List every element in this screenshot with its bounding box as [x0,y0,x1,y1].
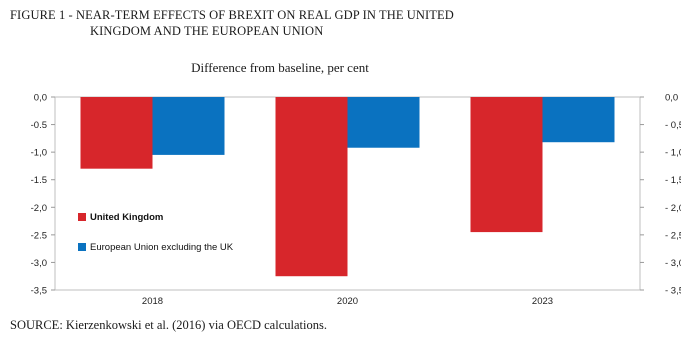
source-note: SOURCE: Kierzenkowski et al. (2016) via … [10,318,327,332]
y-tick-label-right: - 3,0 [665,258,681,269]
bar-uk-2023 [470,97,543,233]
y-tick-label-left: 0,0 [34,93,47,104]
legend-label: European Union excluding the UK [90,242,234,253]
bar-eu-2023 [542,97,615,143]
y-tick-label-left: -2,0 [31,203,47,214]
figure-title-line1: FIGURE 1 - NEAR-TERM EFFECTS OF BREXIT O… [10,8,454,22]
bar-uk-2020 [275,97,348,277]
chart-subtitle: Difference from baseline, per cent [191,60,369,75]
y-tick-label-left: -0.5 [31,120,47,131]
y-tick-label-right: - 0,5 [665,120,681,131]
bar-eu-2020 [347,97,420,148]
legend-swatch [78,243,86,251]
y-tick-label-right: - 1,5 [665,175,681,186]
y-tick-label-right: - 3,5 [665,286,681,297]
y-tick-label-left: -1.5 [31,175,47,186]
y-tick-label-right: - 1,0 [665,148,681,159]
x-tick-label: 2020 [337,296,358,307]
x-tick-label: 2023 [532,296,553,307]
figure-title: FIGURE 1 - NEAR-TERM EFFECTS OF BREXIT O… [10,7,670,39]
y-tick-label-left: -3,5 [31,286,47,297]
y-tick-label-left: -3,0 [31,258,47,269]
figure-title-line2: KINGDOM AND THE EUROPEAN UNION [90,24,324,38]
bar-eu-2018 [152,97,225,155]
legend-label: United Kingdom [90,212,163,223]
y-tick-label-right: - 2,0 [665,203,681,214]
bar-uk-2018 [80,97,153,169]
legend-swatch [78,213,86,221]
y-tick-label-right: - 2,5 [665,230,681,241]
y-tick-label-right: 0,0 [665,93,678,104]
y-tick-label-left: -1,0 [31,148,47,159]
x-tick-label: 2018 [142,296,163,307]
y-tick-label-left: -2.5 [31,230,47,241]
